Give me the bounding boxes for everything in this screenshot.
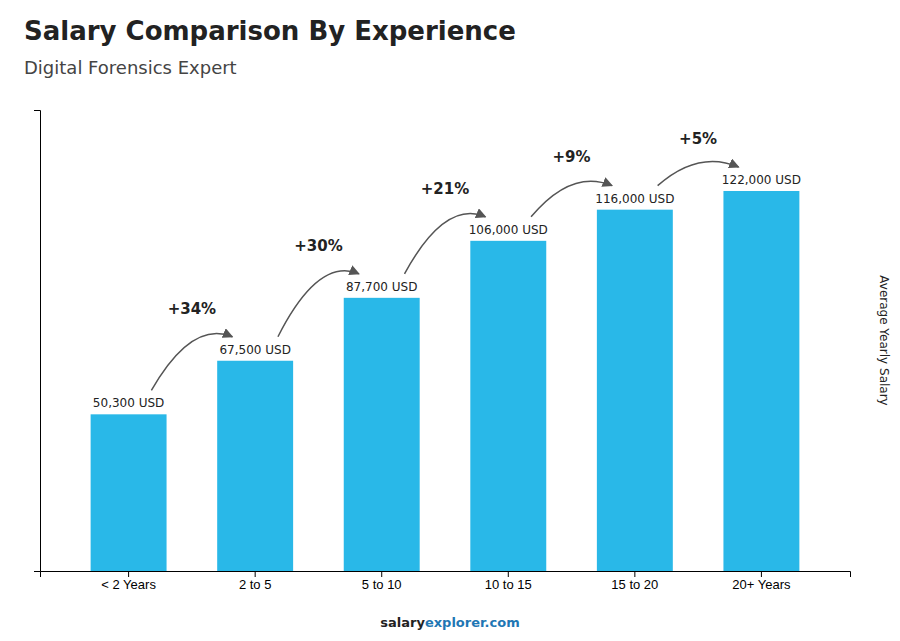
- annotations: +34% +30% +21% +9% +5%: [151, 130, 738, 391]
- footer: salaryexplorer.com: [380, 615, 519, 630]
- chart: Salary Comparison By Experience Digital F…: [0, 0, 900, 641]
- change-arrow: [278, 271, 359, 337]
- subtitle: Digital Forensics Expert: [24, 57, 237, 78]
- x-tick-mark: [508, 571, 509, 577]
- data-label: 67,500 USD: [219, 343, 290, 357]
- annotation: +30%: [294, 237, 342, 255]
- x-tick: 10 to 15: [485, 571, 532, 592]
- x-axis-line: [41, 572, 851, 578]
- annotation: +5%: [679, 130, 717, 148]
- x-tick: 15 to 20: [611, 571, 658, 592]
- change-arrow: [405, 214, 486, 274]
- x-tick-mark: [761, 571, 762, 577]
- x-tick-label: 20+ Years: [732, 577, 791, 592]
- y-axis-title: Average Yearly Salary: [877, 275, 891, 405]
- x-tick: 2 to 5: [239, 571, 272, 592]
- footer-part: salary: [380, 615, 425, 630]
- x-tick-label: < 2 Years: [101, 577, 156, 592]
- x-tick: 20+ Years: [732, 571, 791, 592]
- data-label: 87,700 USD: [346, 280, 417, 294]
- x-axis: < 2 Years 2 to 5 5 to 10 10 to 15 15 to 20 20…: [41, 571, 851, 592]
- change-arrow: [531, 181, 612, 217]
- x-tick-mark: [381, 571, 382, 577]
- x-tick: < 2 Years: [101, 571, 156, 592]
- title: Salary Comparison By Experience: [24, 16, 516, 46]
- footer-part: explorer.com: [425, 615, 520, 630]
- bars: [91, 191, 800, 571]
- annotation: +21%: [421, 180, 469, 198]
- y-axis: [34, 111, 41, 572]
- x-tick-label: 2 to 5: [239, 577, 272, 592]
- x-tick-label: 15 to 20: [611, 577, 658, 592]
- data-labels: 50,300 USD 67,500 USD 87,700 USD 106,000 US…: [93, 173, 801, 410]
- plot: < 2 Years 2 to 5 5 to 10 10 to 15 15 to 20 20…: [34, 111, 851, 593]
- bar: [91, 414, 167, 571]
- data-label: 106,000 USD: [469, 223, 548, 237]
- x-tick: 5 to 10: [362, 571, 402, 592]
- bar: [470, 241, 546, 571]
- x-tick-mark: [634, 571, 635, 577]
- annotation: +9%: [553, 148, 591, 166]
- x-tick-mark: [128, 571, 129, 577]
- bar: [344, 298, 420, 571]
- bar: [723, 191, 799, 571]
- y-axis-line: [34, 111, 41, 572]
- x-tick-label: 5 to 10: [362, 577, 402, 592]
- x-tick-mark: [255, 571, 256, 577]
- data-label: 50,300 USD: [93, 396, 164, 410]
- data-label: 116,000 USD: [595, 192, 674, 206]
- x-tick-label: 10 to 15: [485, 577, 532, 592]
- change-arrow: [658, 161, 739, 185]
- data-label: 122,000 USD: [722, 173, 801, 187]
- bar: [217, 361, 293, 571]
- annotation: +34%: [168, 300, 216, 318]
- change-arrow: [151, 333, 232, 390]
- bar: [597, 210, 673, 571]
